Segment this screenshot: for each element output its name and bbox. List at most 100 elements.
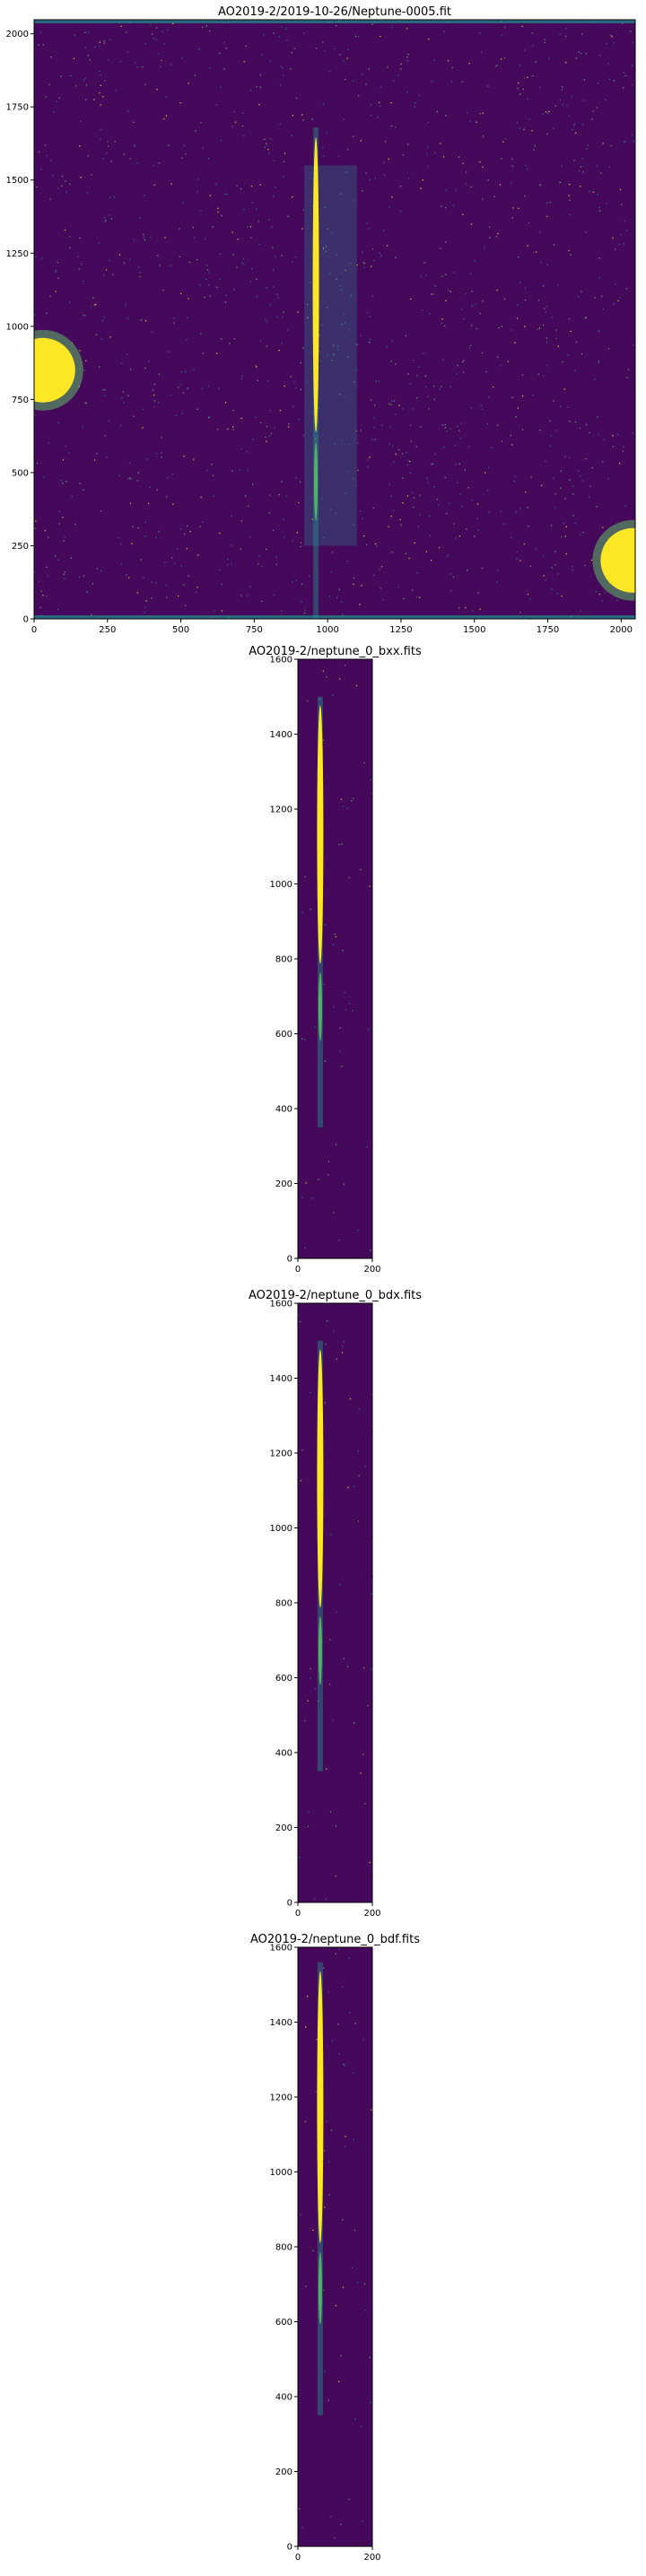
noise-pixel [245, 495, 247, 497]
noise-pixel [515, 511, 518, 513]
y-tick-label: 1000 [270, 880, 292, 890]
noise-pixel [103, 316, 105, 318]
noise-pixel [373, 259, 375, 262]
noise-pixel [450, 589, 452, 592]
noise-pixel [575, 57, 578, 59]
noise-pixel [516, 551, 518, 553]
noise-pixel [261, 54, 263, 56]
noise-pixel [58, 97, 60, 99]
noise-pixel [433, 293, 435, 295]
noise-pixel [602, 527, 604, 528]
noise-pixel [598, 206, 600, 209]
noise-pixel [128, 477, 131, 479]
noise-pixel [296, 532, 298, 534]
noise-pixel [322, 670, 324, 672]
noise-pixel [598, 277, 600, 279]
noise-pixel [607, 63, 609, 65]
noise-pixel [315, 2091, 317, 2093]
noise-pixel [182, 202, 184, 204]
noise-pixel [34, 413, 36, 416]
noise-pixel [151, 581, 153, 583]
y-tick-label: 250 [12, 542, 29, 552]
noise-pixel [523, 128, 525, 130]
noise-pixel [369, 1861, 371, 1864]
noise-pixel [568, 115, 571, 117]
noise-pixel [232, 429, 234, 431]
noise-pixel [446, 555, 448, 558]
noise-pixel [342, 1345, 344, 1347]
noise-pixel [172, 503, 174, 505]
noise-pixel [527, 245, 528, 247]
noise-pixel [585, 458, 587, 460]
noise-pixel [465, 293, 467, 295]
noise-pixel [379, 101, 380, 104]
noise-pixel [136, 592, 138, 594]
noise-pixel [302, 434, 305, 437]
noise-pixel [330, 1534, 333, 1536]
noise-pixel [49, 295, 51, 297]
noise-pixel [249, 536, 251, 538]
noise-pixel [368, 228, 370, 230]
noise-pixel [487, 490, 489, 492]
noise-pixel [344, 2065, 345, 2067]
noise-pixel [427, 396, 429, 397]
noise-pixel [474, 260, 476, 262]
noise-pixel [308, 1811, 310, 1813]
noise-pixel [601, 600, 604, 602]
noise-pixel [104, 80, 106, 82]
noise-pixel [633, 140, 634, 143]
noise-pixel [540, 484, 543, 486]
noise-pixel [557, 345, 559, 347]
noise-pixel [370, 1249, 371, 1251]
x-tick-label: 200 [363, 1909, 380, 1919]
noise-pixel [41, 257, 43, 259]
noise-pixel [494, 65, 496, 67]
noise-pixel [102, 96, 104, 98]
noise-pixel [133, 121, 135, 123]
noise-pixel [352, 135, 354, 137]
noise-pixel [298, 1314, 300, 1317]
noise-pixel [619, 462, 621, 465]
noise-pixel [336, 345, 338, 347]
noise-pixel [290, 68, 292, 70]
noise-pixel [139, 275, 141, 278]
noise-pixel [327, 1991, 329, 1993]
noise-pixel [482, 112, 484, 114]
noise-pixel [341, 843, 343, 845]
noise-pixel [384, 141, 387, 143]
noise-pixel [557, 284, 559, 286]
noise-pixel [62, 458, 65, 461]
noise-pixel [365, 544, 368, 545]
noise-pixel [354, 381, 355, 383]
noise-pixel [312, 205, 314, 207]
noise-pixel [276, 316, 278, 318]
noise-pixel [226, 564, 229, 566]
noise-pixel [219, 52, 221, 55]
noise-pixel [165, 115, 168, 117]
noise-pixel [75, 85, 77, 87]
noise-pixel [272, 269, 275, 271]
noise-pixel [578, 470, 580, 472]
noise-pixel [40, 590, 42, 592]
noise-pixel [275, 556, 277, 558]
image-background [34, 20, 635, 619]
noise-pixel [61, 185, 63, 187]
noise-pixel [314, 1026, 317, 1028]
noise-pixel [570, 254, 572, 256]
noise-pixel [133, 239, 135, 241]
noise-pixel [371, 248, 374, 250]
noise-pixel [113, 196, 116, 198]
noise-pixel [539, 184, 541, 187]
noise-pixel [129, 369, 132, 370]
noise-pixel [624, 141, 626, 143]
noise-pixel [476, 503, 479, 505]
noise-pixel [450, 573, 452, 575]
noise-pixel [497, 356, 499, 358]
noise-pixel [474, 535, 476, 537]
noise-pixel [487, 85, 489, 87]
chart-title: AO2019-2/neptune_0_bxx.fits [249, 646, 422, 658]
noise-pixel [548, 57, 551, 59]
noise-pixel [544, 308, 546, 309]
noise-pixel [375, 380, 377, 382]
noise-pixel [285, 495, 288, 497]
